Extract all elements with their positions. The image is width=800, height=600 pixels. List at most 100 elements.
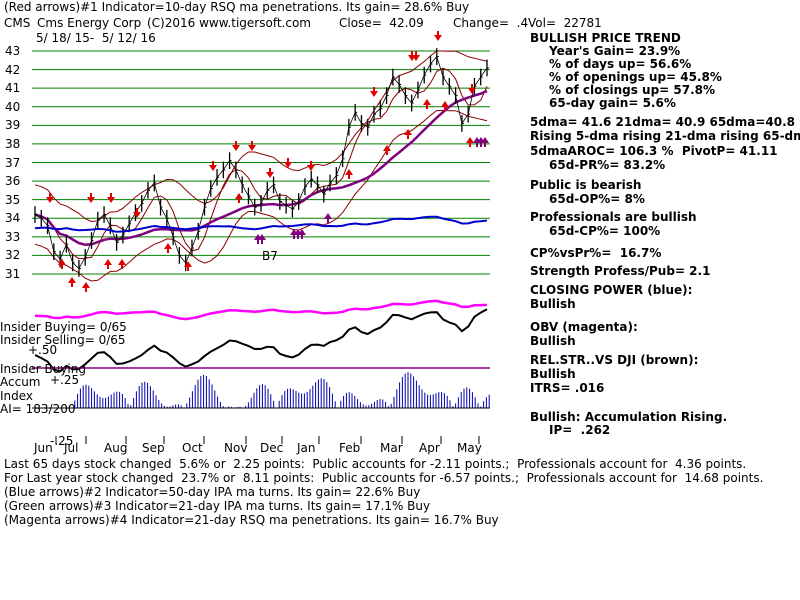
accum-status: Bullish: Accumulation Rising. [530,410,728,424]
month-label: Dec [260,441,284,455]
red-down-arrow [248,141,256,151]
lower-band [34,110,488,282]
price-tick-label: 37 [5,155,21,170]
red-up-arrow [235,193,243,203]
ai-label: AI= 183/200 [0,402,76,416]
magenta-up-arrow [298,229,306,239]
price-tick-label: 38 [5,136,21,151]
trend-title: BULLISH PRICE TREND [530,31,681,45]
month-label: Mar [380,441,403,455]
cp-value: 65d-CP%= 100% [549,224,661,238]
red-down-arrow [46,193,54,203]
plus50-label: +.50 [28,343,58,357]
price-tick-label: 43 [5,44,21,58]
red-down-arrow [307,161,315,171]
accum-label: Accum [0,375,41,389]
red-down-arrow [434,31,442,41]
red-down-arrow [468,84,476,94]
year-gain: Year's Gain= 23.9% [549,44,681,58]
professionals-status: Professionals are bullish [530,210,697,224]
month-label: Sep [142,441,165,455]
red-down-arrow [209,161,217,171]
red-up-arrow [345,169,353,179]
b7-annotation: B7 [262,249,278,263]
month-label: Oct [182,441,203,455]
closing-power-line [34,215,488,233]
magenta-up-arrow [324,213,332,223]
footer-line-5: (Magenta arrows)#4 Indicator=21-day RSQ … [4,513,499,527]
red-up-arrow [58,259,66,269]
magenta-up-arrow [258,234,266,244]
ip-value: IP= .262 [549,423,611,437]
red-up-arrow [423,99,431,109]
red-down-arrow [266,168,274,178]
closings-up: % of closings up= 57.8% [549,83,716,97]
red-down-arrow [87,193,95,203]
relstr-label: REL.STR..VS DJI (brown): [530,353,699,367]
rel-strength-line [34,308,488,373]
month-label: May [457,441,482,455]
index-label: Index [0,389,34,403]
month-label: Jun [34,441,53,455]
red-down-arrow [370,87,378,97]
copyright: (C)2016 www.tigersoft.com [147,16,311,30]
price-tick-label: 41 [5,81,21,96]
month-label: Aug [104,441,128,455]
days-up: % of days up= 56.6% [549,57,692,71]
minus25-label: -.25 [50,434,74,448]
footer-line-2: For Last year stock changed 23.7% or 8.1… [4,471,764,485]
red-down-arrow [412,51,420,61]
red-up-arrow [118,259,126,269]
moving-average-line [34,89,488,246]
plus25-label: +.25 [50,373,80,387]
insider-buying-label: Insider Buying= 0/65 [0,320,127,334]
rising-dma: Rising 5-dma rising 21-dma rising 65-dma [530,129,800,143]
price-tick-label: 42 [5,62,21,77]
red-down-arrow [107,193,115,203]
red-down-arrow [284,158,292,168]
red-up-arrow [404,129,412,139]
month-label: Apr [419,441,440,455]
month-label: Nov [224,441,248,455]
price-tick-label: 40 [5,99,21,114]
relstr-value: Bullish [530,367,576,381]
strength: Strength Profess/Pub= 2.1 [530,264,711,278]
insider-buying2-label: Insider Buying [0,362,86,376]
red-up-arrow [184,261,192,271]
red-up-arrow [82,282,90,292]
footer-line-1: Last 65 days stock changed 5.6% or 2.25 … [4,457,747,471]
cp-vs-pr: CP%vsPr%= 16.7% [530,246,662,260]
obv-line [34,299,488,321]
red-up-arrow [383,145,391,155]
gain-65: 65-day gain= 5.6% [549,96,676,110]
price-tick-label: 34 [5,211,21,226]
date-range: 5/ 18/ 15- 5/ 12/ 16 [36,31,156,45]
red-down-arrow [133,208,141,218]
price-tick-label: 31 [5,267,21,281]
red-up-arrow [441,101,449,111]
footer-line-4: (Green arrows)#3 Indicator=21-day IPA ma… [4,499,431,513]
itrs-value: ITRS= .016 [530,381,605,395]
price-tick-label: 39 [5,118,21,133]
red-up-arrow [104,259,112,269]
insider-selling-label: Insider Selling= 0/65 [0,333,126,347]
red-up-arrow [466,137,474,147]
red-down-arrow [232,141,240,151]
aroc-pivot: 5dmaAROC= 106.3 % PivotP= 41.11 [530,144,778,158]
change-value: Change= .44 [453,16,536,30]
op-value: 65d-OP%= 8% [549,192,645,206]
month-label: Feb [339,441,361,455]
company-name: Cms Energy Corp [37,16,142,30]
closing-power-label: CLOSING POWER (blue): [530,283,693,297]
month-label: Jan [297,441,316,455]
footer-line-3: (Blue arrows)#2 Indicator=50-day IPA ma … [4,485,421,499]
red-up-arrow [164,243,172,253]
indicator-1-line: (Red arrows)#1 Indicator=10-day RSQ ma p… [4,0,470,14]
upper-band [34,50,488,223]
dma-values: 5dma= 41.6 21dma= 40.9 65dma=40.8 [530,115,796,129]
month-label: Jul [64,441,79,455]
closing-power-value: Bullish [530,297,576,311]
obv-value: Bullish [530,334,576,348]
openings-up: % of openings up= 45.8% [549,70,722,84]
public-status: Public is bearish [530,178,642,192]
